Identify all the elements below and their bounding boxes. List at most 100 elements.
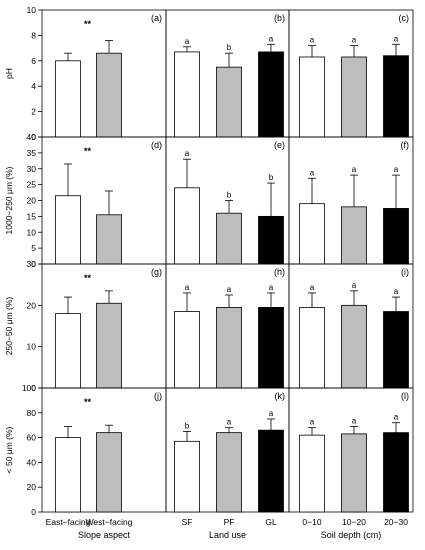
bar <box>96 302 122 389</box>
significance-letter: a <box>269 34 274 43</box>
y-tick-label: 0 <box>31 383 36 393</box>
y-tick-label: 0 <box>31 259 36 269</box>
significance-letter: a <box>269 409 274 418</box>
bar <box>174 440 200 513</box>
significance-letter: a <box>352 416 357 425</box>
x-category-label: 10−20 <box>342 517 366 527</box>
bar <box>299 56 325 138</box>
x-category-label: 0−10 <box>302 517 321 527</box>
significance-letter: a <box>310 283 315 292</box>
x-category-label: SF <box>182 517 193 527</box>
x-category-label: 20−30 <box>384 517 408 527</box>
y-tick-label: 30 <box>27 259 37 269</box>
significance-stars: ** <box>84 397 92 407</box>
y-tick-label: 20 <box>27 196 37 206</box>
y-axis-label: 250−50 μm (%) <box>4 297 14 356</box>
y-tick-label: 0 <box>31 132 36 142</box>
bar <box>174 311 200 389</box>
significance-letter: a <box>352 281 357 290</box>
y-axis-label: < 50 μm (%) <box>4 426 14 473</box>
y-tick-label: 6 <box>31 56 36 66</box>
significance-letter: a <box>394 287 399 296</box>
y-tick-label: 60 <box>27 433 37 443</box>
significance-letter: a <box>394 165 399 174</box>
significance-letter: a <box>394 34 399 43</box>
bar <box>341 433 367 513</box>
panel-label: (k) <box>275 391 286 401</box>
panel-label: (i) <box>401 267 409 277</box>
x-category-label: West−facing <box>86 517 133 527</box>
bar <box>299 434 325 513</box>
panel-label: (a) <box>151 13 162 23</box>
panel-label: (h) <box>274 267 285 277</box>
significance-letter: a <box>227 285 232 294</box>
significance-letter: a <box>185 149 190 158</box>
bar <box>174 51 200 138</box>
significance-letter: a <box>310 168 315 177</box>
bar <box>383 208 409 265</box>
significance-letter: a <box>269 283 274 292</box>
y-tick-label: 0 <box>31 507 36 517</box>
panel-label: (c) <box>399 13 410 23</box>
y-tick-label: 4 <box>31 81 36 91</box>
bar <box>55 195 81 265</box>
significance-letter: b <box>227 43 232 52</box>
bar <box>216 212 242 265</box>
y-tick-label: 80 <box>27 408 37 418</box>
bar <box>258 215 284 265</box>
y-axis-label: pH <box>4 68 14 79</box>
y-tick-label: 10 <box>27 342 37 352</box>
significance-letter: a <box>310 36 315 45</box>
y-tick-label: 10 <box>27 5 37 15</box>
panel-label: (f) <box>401 140 410 150</box>
panel-label: (l) <box>401 391 409 401</box>
bar <box>216 66 242 138</box>
bar <box>341 56 367 138</box>
bar <box>96 432 122 513</box>
bar <box>55 437 81 513</box>
panel-label: (j) <box>154 391 162 401</box>
y-tick-label: 20 <box>27 482 37 492</box>
significance-letter: b <box>227 191 232 200</box>
panel-label: (g) <box>151 267 162 277</box>
panel-label: (e) <box>274 140 285 150</box>
bar <box>383 311 409 389</box>
panel-label: (b) <box>274 13 285 23</box>
x-category-label: East−facing <box>46 517 91 527</box>
y-tick-label: 30 <box>27 164 37 174</box>
bar <box>96 214 122 265</box>
y-tick-label: 25 <box>27 180 37 190</box>
bar <box>216 306 242 389</box>
bar <box>96 52 122 138</box>
significance-letter: a <box>310 418 315 427</box>
bar <box>299 306 325 389</box>
bar <box>383 432 409 513</box>
y-tick-label: 100 <box>22 383 36 393</box>
x-category-label: PF <box>224 517 235 527</box>
bar <box>258 306 284 389</box>
y-tick-label: 15 <box>27 211 37 221</box>
y-tick-label: 2 <box>31 107 36 117</box>
x-axis-title: Slope aspect <box>78 530 131 540</box>
y-axis-label: 1000−250 μm (%) <box>4 166 14 234</box>
bar <box>383 55 409 138</box>
y-tick-label: 40 <box>27 132 37 142</box>
bar <box>216 432 242 513</box>
bar <box>299 203 325 265</box>
x-axis-title: Land use <box>209 530 246 540</box>
x-axis-title: Soil depth (cm) <box>321 530 382 540</box>
significance-stars: ** <box>84 273 92 283</box>
bar <box>341 304 367 389</box>
significance-letter: a <box>394 413 399 422</box>
y-tick-label: 5 <box>31 243 36 253</box>
y-tick-label: 35 <box>27 148 37 158</box>
significance-letter: a <box>185 37 190 46</box>
panel-label: (d) <box>151 140 162 150</box>
y-tick-label: 8 <box>31 30 36 40</box>
significance-stars: ** <box>84 19 92 29</box>
significance-letter: b <box>185 421 190 430</box>
significance-letter: a <box>227 418 232 427</box>
bar <box>174 187 200 265</box>
y-tick-label: 20 <box>27 300 37 310</box>
